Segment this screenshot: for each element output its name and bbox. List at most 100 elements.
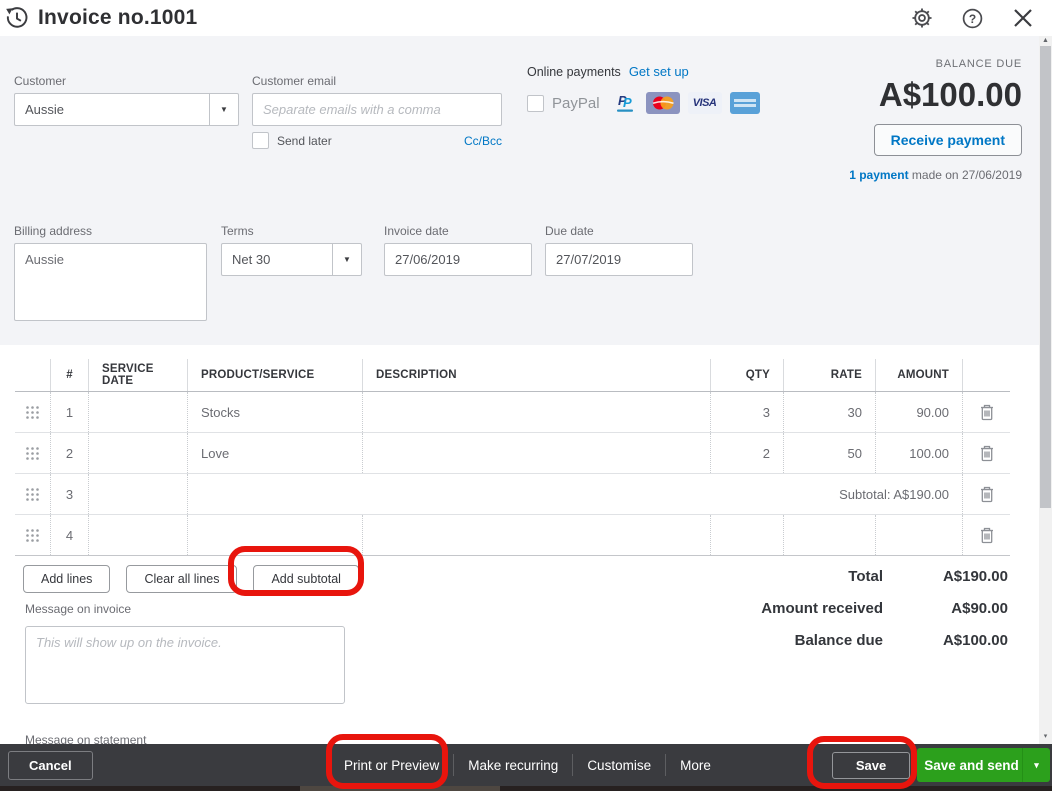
drag-handle[interactable] <box>15 433 50 473</box>
scroll-down-icon[interactable]: ▾ <box>1043 733 1048 740</box>
cancel-button[interactable]: Cancel <box>8 751 93 780</box>
customer-select[interactable]: Aussie ▼ <box>14 93 239 126</box>
add-lines-button[interactable]: Add lines <box>23 565 111 593</box>
balance-due-amount: A$100.00 <box>878 76 1022 113</box>
receive-payment-button[interactable]: Receive payment <box>873 124 1022 156</box>
qty-cell[interactable]: 3 <box>710 392 783 432</box>
add-subtotal-button[interactable]: Add subtotal <box>253 565 359 593</box>
svg-text:P: P <box>618 93 627 108</box>
drag-handle[interactable] <box>15 515 50 555</box>
chevron-down-icon[interactable]: ▼ <box>209 94 238 125</box>
description-cell[interactable] <box>362 515 710 555</box>
description-cell[interactable] <box>362 433 710 473</box>
message-on-invoice-input[interactable] <box>25 626 345 704</box>
product-cell[interactable] <box>187 515 362 555</box>
col-header-number: # <box>50 359 88 391</box>
bottom-edge-strip-light <box>300 786 500 791</box>
amount-cell[interactable]: 90.00 <box>875 392 962 432</box>
due-date-label: Due date <box>545 224 594 238</box>
amount-cell[interactable]: 100.00 <box>875 433 962 473</box>
gear-icon[interactable] <box>911 7 933 29</box>
customise-button[interactable]: Customise <box>587 757 652 773</box>
delete-row-icon[interactable] <box>962 392 1010 432</box>
table-row: 2 Love 2 50 100.00 <box>15 433 1010 474</box>
service-date-cell[interactable] <box>88 474 187 514</box>
col-header-description: DESCRIPTION <box>362 359 710 391</box>
terms-select-value: Net 30 <box>232 252 271 267</box>
drag-handle[interactable] <box>15 392 50 432</box>
line-items-table: # SERVICE DATE PRODUCT/SERVICE DESCRIPTI… <box>15 359 1010 556</box>
due-date-input[interactable] <box>545 243 693 276</box>
drag-handle[interactable] <box>15 474 50 514</box>
delete-row-icon[interactable] <box>962 433 1010 473</box>
total-value: A$190.00 <box>942 568 1008 585</box>
divider <box>453 754 455 776</box>
send-later-checkbox[interactable] <box>252 132 269 149</box>
print-or-preview-button[interactable]: Print or Preview <box>344 757 440 773</box>
balance-due-label: Balance due <box>794 632 883 649</box>
balance-due-label: BALANCE DUE <box>935 58 1022 70</box>
more-button[interactable]: More <box>680 757 711 773</box>
amex-icon <box>729 92 760 114</box>
scrollbar-thumb[interactable] <box>1040 46 1051 508</box>
save-button[interactable]: Save <box>832 752 910 779</box>
col-header-qty: QTY <box>710 359 783 391</box>
amount-cell[interactable] <box>875 515 962 555</box>
chevron-down-icon[interactable]: ▼ <box>332 244 361 275</box>
customer-select-value: Aussie <box>25 102 65 117</box>
subtotal-cell: Subtotal: A$190.00 <box>187 474 962 514</box>
amount-received-value: A$90.00 <box>951 600 1008 617</box>
modal-header: Invoice no.1001 ? <box>0 0 1052 36</box>
online-payments-label: Online payments <box>527 64 621 79</box>
get-set-up-link[interactable]: Get set up <box>628 64 689 79</box>
paypal-card-icon: P P <box>612 92 638 114</box>
recent-transactions-icon[interactable] <box>4 5 30 31</box>
clear-all-lines-button[interactable]: Clear all lines <box>126 565 238 593</box>
product-cell[interactable]: Love <box>187 433 362 473</box>
service-date-cell[interactable] <box>88 433 187 473</box>
col-header-product-service: PRODUCT/SERVICE <box>187 359 362 391</box>
make-recurring-button[interactable]: Make recurring <box>468 757 559 773</box>
chevron-down-icon[interactable]: ▾ <box>1022 748 1050 782</box>
line-items-section: # SERVICE DATE PRODUCT/SERVICE DESCRIPTI… <box>0 345 1052 779</box>
amount-received-label: Amount received <box>761 600 883 617</box>
close-icon[interactable] <box>1012 7 1034 29</box>
mastercard-icon <box>645 92 680 114</box>
product-cell[interactable]: Stocks <box>187 392 362 432</box>
table-row: 4 <box>15 515 1010 556</box>
service-date-cell[interactable] <box>88 392 187 432</box>
rate-cell[interactable]: 30 <box>783 392 875 432</box>
payment-count-link[interactable]: 1 payment <box>849 168 909 182</box>
qty-cell[interactable] <box>710 515 783 555</box>
customer-label: Customer <box>14 74 67 88</box>
table-row: 1 Stocks 3 30 90.00 <box>15 392 1010 433</box>
rate-cell[interactable] <box>783 515 875 555</box>
description-cell[interactable] <box>362 392 710 432</box>
delete-row-icon[interactable] <box>962 474 1010 514</box>
customer-email-input[interactable] <box>252 93 502 126</box>
delete-row-icon[interactable] <box>962 515 1010 555</box>
svg-text:?: ? <box>969 11 976 25</box>
terms-select[interactable]: Net 30 ▼ <box>221 243 362 276</box>
invoice-date-input[interactable] <box>384 243 532 276</box>
help-icon[interactable]: ? <box>961 7 984 30</box>
row-number: 2 <box>50 433 88 473</box>
col-header-service-date: SERVICE DATE <box>88 359 187 391</box>
save-and-send-button[interactable]: Save and send ▾ <box>917 748 1050 782</box>
rate-cell[interactable]: 50 <box>783 433 875 473</box>
paypal-checkbox[interactable] <box>527 94 544 112</box>
billing-address-input[interactable]: Aussie <box>14 243 207 321</box>
message-on-statement-label: Message on statement <box>25 733 147 747</box>
send-later-label: Send later <box>277 133 332 148</box>
service-date-cell[interactable] <box>88 515 187 555</box>
qty-cell[interactable]: 2 <box>710 433 783 473</box>
table-header-row: # SERVICE DATE PRODUCT/SERVICE DESCRIPTI… <box>15 359 1010 392</box>
scroll-up-icon[interactable]: ▲ <box>1042 37 1049 44</box>
divider <box>572 754 574 776</box>
balance-due-value: A$100.00 <box>942 632 1008 649</box>
svg-text:P: P <box>623 95 632 110</box>
vertical-scrollbar[interactable]: ▲ ▾ <box>1039 36 1052 744</box>
row-number: 1 <box>50 392 88 432</box>
visa-icon: VISA <box>687 92 722 114</box>
ccbcc-link[interactable]: Cc/Bcc <box>463 133 502 148</box>
